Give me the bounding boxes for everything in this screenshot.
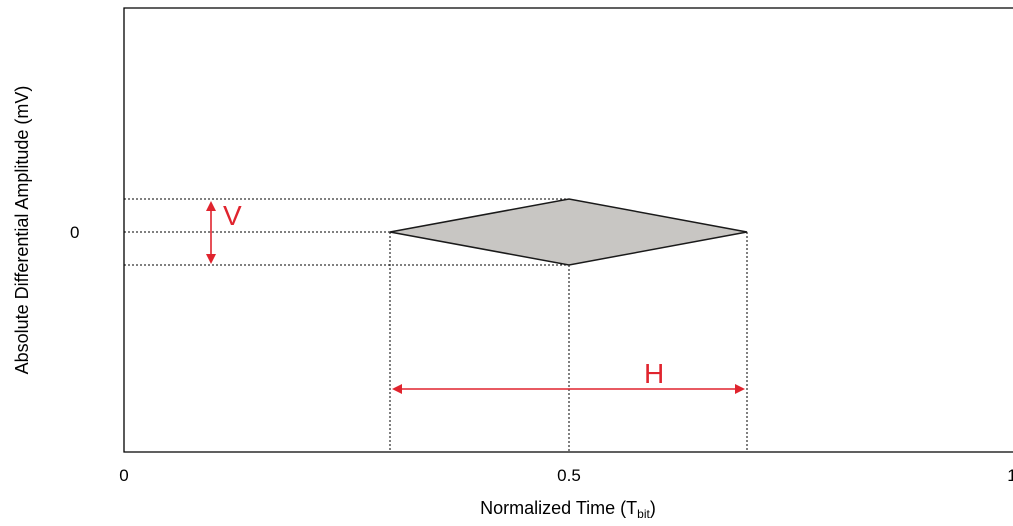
x-tick-label: 0.5 [557,466,581,485]
y-axis-label: Absolute Differential Amplitude (mV) [12,86,32,375]
x-axis-label-end: ) [650,498,656,518]
x-axis-label-main: Normalized Time (T [480,498,637,518]
guide-lines [124,198,748,452]
x-tick-label: 1 [1007,466,1013,485]
x-axis-label-subscript: bit [637,507,650,521]
x-axis-label: Normalized Time (Tbit) [480,498,656,521]
x-tick-label: 0 [119,466,128,485]
eye-mask-diamond [389,198,748,266]
plot-frame [123,7,1013,453]
horizontal-opening-label: H [644,358,664,389]
vertical-opening-label: V [223,200,242,231]
y-tick-label: 0 [70,223,79,242]
